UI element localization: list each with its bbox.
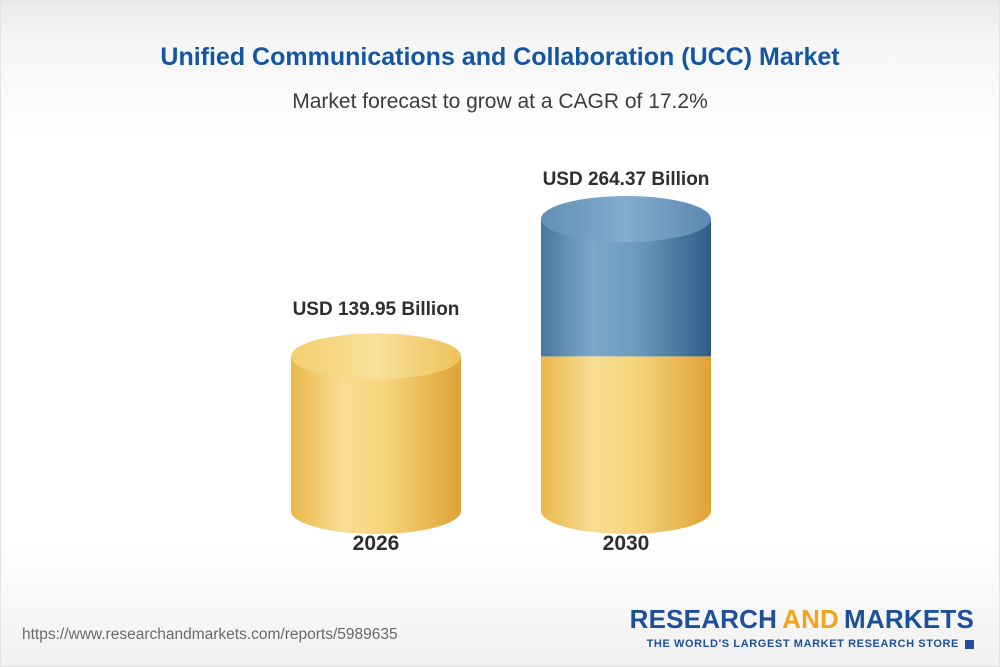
cylinder-2026-top xyxy=(291,333,461,380)
bar-chart: USD 139.95 Billion USD 264.37 Billion 20… xyxy=(1,141,999,611)
logo: RESEARCH AND MARKETS THE WORLD'S LARGEST M… xyxy=(630,604,974,650)
logo-tagline-row: THE WORLD'S LARGEST MARKET RESEARCH STOR… xyxy=(630,638,974,650)
value-label-2030: USD 264.37 Billion xyxy=(542,169,710,190)
category-label-2026: 2026 xyxy=(352,532,400,555)
cylinder-2026-body xyxy=(291,356,461,534)
category-label-2030: 2030 xyxy=(602,532,650,555)
logo-square-icon xyxy=(965,639,974,649)
page-subtitle: Market forecast to grow at a CAGR of 17.… xyxy=(292,90,708,113)
value-label-2026: USD 139.95 Billion xyxy=(292,299,460,320)
cylinder-2030-top xyxy=(541,196,711,242)
logo-word-and: AND xyxy=(782,604,840,634)
report-url[interactable]: https://www.researchandmarkets.com/repor… xyxy=(22,626,398,643)
logo-word-markets: MARKETS xyxy=(844,604,974,634)
page-title: Unified Communications and Collaboration… xyxy=(160,43,840,71)
cylinder-2030-gold-segment xyxy=(541,356,711,534)
cylinder-bars-canvas xyxy=(291,196,711,534)
logo-wordmark: RESEARCH AND MARKETS xyxy=(630,604,974,635)
cylinder-2030-blue-segment xyxy=(541,219,711,357)
logo-tagline: THE WORLD'S LARGEST MARKET RESEARCH STOR… xyxy=(646,638,959,650)
logo-word-research: RESEARCH xyxy=(629,604,778,634)
